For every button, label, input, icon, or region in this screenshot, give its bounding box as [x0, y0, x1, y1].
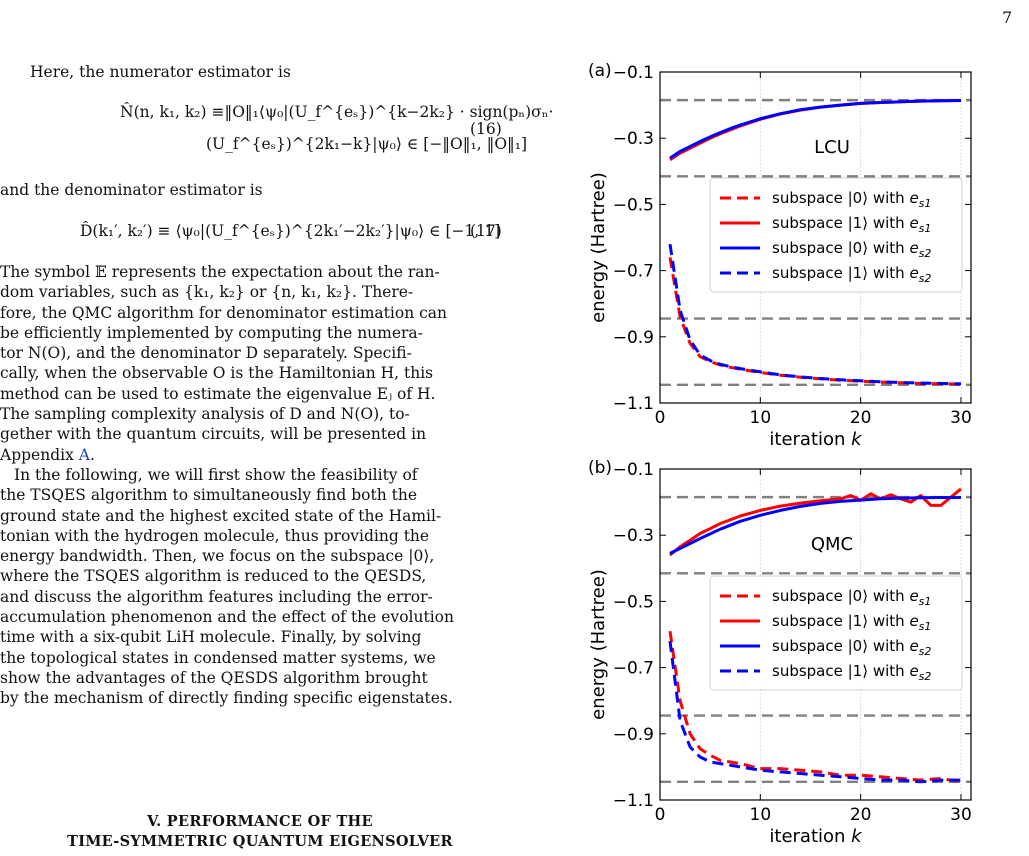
legend: subspace |0⟩ with es1 subspace |1⟩ with e… — [709, 177, 963, 293]
text-line: show the advantages of the QESDS algorit… — [0, 668, 428, 687]
text-column: Here, the numerator estimator is N̂(n, k… — [0, 63, 553, 852]
page-number: 7 — [1002, 8, 1013, 27]
equation-16-line1: N̂(n, k₁, k₂) ≡‖O‖₁⟨ψ₀|(U_f^{eₛ})^{k−2k₂… — [120, 103, 554, 121]
y-tick-label: −1.1 — [613, 791, 654, 811]
series-line — [668, 640, 961, 784]
equation-16-number: (16) — [470, 120, 502, 138]
chart-panel-b: −1.1 −0.9 −0.7 −0.5 −0.3 −0.1 0 10 20 30 iteration… — [588, 458, 972, 847]
paragraph-outline: In the following, we will first show the… — [0, 465, 505, 709]
y-tick-label: −1.1 — [613, 394, 654, 414]
text-line: the TSQES algorithm to simultaneously fi… — [0, 486, 418, 505]
appendix-link[interactable]: A — [78, 445, 90, 464]
section-heading-line2: TIME-SYMMETRIC QUANTUM EIGENSOLVER — [67, 833, 453, 850]
plot-frame — [659, 71, 972, 404]
text-line: where the TSQES algorithm is reduced to … — [0, 567, 427, 586]
legend-label: subspace |1⟩ with es2 — [772, 662, 931, 683]
text-line: the topological states in condensed matt… — [0, 648, 436, 667]
legend-label: subspace |1⟩ with es1 — [772, 612, 931, 633]
panel-label: (b) — [588, 458, 612, 478]
y-tick-label: −0.5 — [613, 195, 654, 215]
text-line: tor N(O), and the denominator D separate… — [0, 344, 412, 363]
legend-label: subspace |0⟩ with es1 — [772, 587, 931, 608]
paragraph-intro-denominator: and the denominator estimator is — [0, 181, 263, 199]
y-tick-label: −0.5 — [613, 592, 654, 612]
legend-label: subspace |1⟩ with es2 — [772, 264, 931, 285]
text-line: The symbol 𝔼 represents the expectation … — [0, 263, 440, 281]
x-tick-label: 30 — [950, 408, 972, 428]
panel-label: (a) — [588, 61, 612, 81]
y-tick-label: −0.7 — [613, 659, 654, 679]
text-line: tonian with the hydrogen molecule, thus … — [0, 526, 430, 545]
x-tick-label: 20 — [850, 408, 872, 428]
series-line — [669, 487, 962, 557]
x-tick-label: 10 — [750, 805, 772, 825]
series-line — [669, 99, 962, 160]
text-line: gether with the quantum circuits, will b… — [0, 425, 427, 444]
text-line: time with a six-qubit LiH molecule. Fina… — [0, 628, 422, 647]
x-tick-label: 0 — [655, 408, 666, 428]
plot-frame — [659, 468, 972, 801]
paragraph-qmc-estimation: The symbol 𝔼 represents the expectation … — [0, 262, 505, 465]
y-tick-label: −0.7 — [613, 262, 654, 282]
y-tick-label: −0.9 — [613, 328, 654, 348]
series-line — [669, 99, 962, 161]
x-tick-label: 10 — [750, 408, 772, 428]
text-line: cally, when the observable O is the Hami… — [0, 364, 434, 383]
y-tick-label: −0.3 — [613, 129, 654, 149]
text-line: be efficiently implemented by computing … — [0, 323, 423, 342]
x-axis-label: iteration k — [769, 429, 863, 450]
text-line: ground state and the highest excited sta… — [0, 506, 442, 525]
equation-17: D̂(k₁′, k₂′) ≡ ⟨ψ₀|(U_f^{eₛ})^{2k₁′−2k₂′… — [80, 222, 501, 240]
text-line: dom variables, such as {k₁, k₂} or {n, k… — [0, 283, 414, 302]
x-tick-label: 20 — [850, 805, 872, 825]
legend-label: subspace |0⟩ with es2 — [772, 637, 931, 658]
text-line: In the following, we will first show the… — [14, 466, 418, 484]
x-tick-label: 30 — [950, 805, 972, 825]
y-tick-label: −0.1 — [613, 460, 654, 480]
y-tick-label: −0.9 — [613, 725, 654, 745]
method-annotation: QMC — [811, 534, 853, 555]
legend-label: subspace |1⟩ with es1 — [772, 214, 931, 235]
legend-box — [709, 177, 963, 293]
y-tick-label: −0.3 — [613, 526, 654, 546]
y-axis-label: energy (Hartree) — [588, 569, 609, 720]
x-tick-label: 0 — [655, 805, 666, 825]
legend-label: subspace |0⟩ with es1 — [772, 189, 931, 210]
legend: subspace |0⟩ with es1 subspace |1⟩ with e… — [709, 575, 963, 691]
series-line — [668, 243, 962, 386]
equation-17-number: (17) — [470, 222, 502, 240]
method-annotation: LCU — [814, 137, 850, 158]
text-line: fore, the QMC algorithm for denominator … — [0, 303, 448, 322]
equation-16-line2: (U_f^{eₛ})^{2k₁−k}|ψ₀⟩ ∈ [−‖O‖₁, ‖O‖₁] — [206, 135, 528, 153]
text-line: The sampling complexity analysis of D an… — [0, 405, 410, 424]
x-axis-label: iteration k — [769, 826, 863, 847]
series-line — [668, 257, 962, 386]
paragraph-intro-numerator: Here, the numerator estimator is — [30, 63, 291, 81]
text-line: Appendix A. — [0, 445, 95, 464]
chart-panel-a: −1.1 −0.9 −0.7 −0.5 −0.3 −0.1 0 10 20 30 iteration… — [588, 61, 972, 450]
series-line — [668, 630, 962, 784]
text-line: energy bandwidth. Then, we focus on the … — [0, 547, 435, 566]
series-line — [669, 496, 961, 555]
text-line: accumulation phenomenon and the effect o… — [0, 608, 454, 627]
text-line: method can be used to estimate the eigen… — [0, 384, 436, 403]
section-heading-line1: V. PERFORMANCE OF THE — [147, 813, 373, 830]
y-axis-label: energy (Hartree) — [588, 172, 609, 323]
y-tick-label: −0.1 — [613, 63, 654, 83]
text-line: and discuss the algorithm features inclu… — [0, 587, 433, 606]
legend-box — [709, 575, 963, 691]
text-line: by the mechanism of directly finding spe… — [0, 689, 453, 708]
legend-label: subspace |0⟩ with es2 — [772, 239, 931, 260]
section-heading: V. PERFORMANCE OF THE TIME-SYMMETRIC QUA… — [0, 812, 520, 852]
